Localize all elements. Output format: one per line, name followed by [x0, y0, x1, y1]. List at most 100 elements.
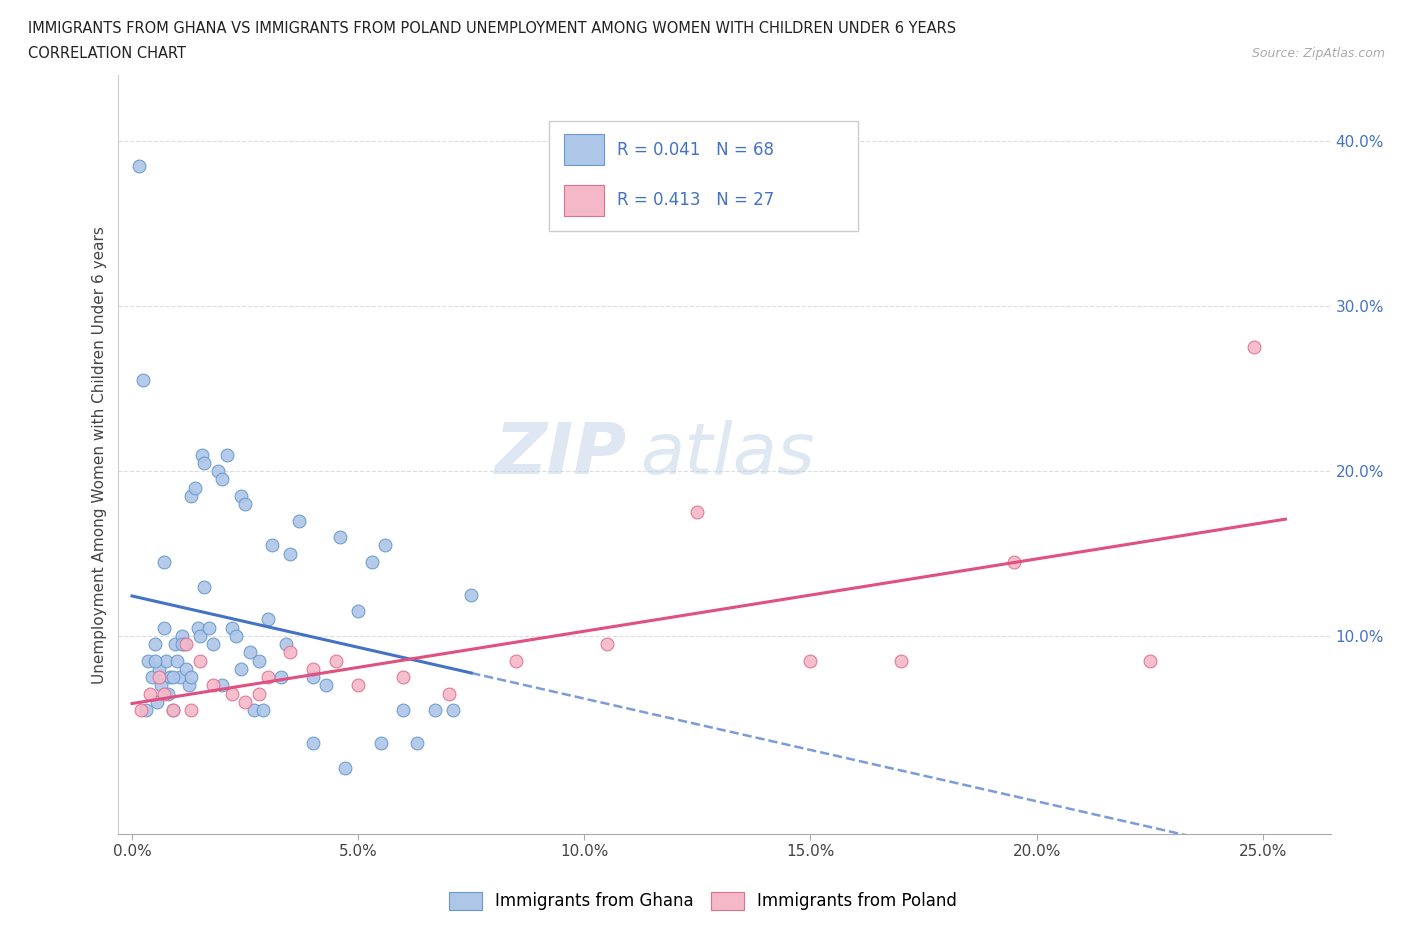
Point: [211, 678, 233, 693]
Point: [174, 637, 197, 652]
Point: [188, 629, 211, 644]
Point: [423, 703, 446, 718]
Text: IMMIGRANTS FROM GHANA VS IMMIGRANTS FROM POLAND UNEMPLOYMENT AMONG WOMEN WITH CH: IMMIGRANTS FROM GHANA VS IMMIGRANTS FROM…: [28, 21, 956, 36]
Point: [347, 678, 370, 693]
Point: [370, 736, 392, 751]
Point: [180, 488, 202, 503]
Point: [441, 703, 464, 718]
Point: [262, 538, 284, 552]
Point: [270, 670, 292, 684]
Point: [207, 464, 229, 479]
Point: [188, 653, 211, 668]
Point: [1243, 340, 1265, 355]
Point: [169, 670, 191, 684]
Point: [143, 637, 166, 652]
Point: [202, 637, 225, 652]
Point: [437, 686, 460, 701]
Text: Source: ZipAtlas.com: Source: ZipAtlas.com: [1251, 46, 1385, 60]
Point: [274, 637, 297, 652]
Point: [180, 703, 202, 718]
Legend: Immigrants from Ghana, Immigrants from Poland: Immigrants from Ghana, Immigrants from P…: [441, 885, 965, 917]
Point: [347, 604, 370, 618]
Point: [202, 678, 225, 693]
Point: [247, 686, 270, 701]
Point: [460, 588, 482, 603]
Point: [128, 159, 150, 174]
Point: [329, 529, 352, 544]
Point: [184, 480, 207, 495]
Point: [233, 695, 256, 710]
Point: [890, 653, 912, 668]
Point: [157, 686, 180, 701]
Point: [129, 703, 152, 718]
Point: [136, 653, 159, 668]
Point: [174, 661, 197, 676]
Point: [180, 670, 202, 684]
Point: [315, 678, 337, 693]
Point: [505, 653, 527, 668]
Point: [247, 653, 270, 668]
Point: [252, 703, 274, 718]
Point: [233, 497, 256, 512]
Text: ZIP: ZIP: [495, 420, 627, 489]
Text: atlas: atlas: [640, 420, 814, 489]
Point: [139, 686, 162, 701]
Point: [221, 620, 243, 635]
Point: [392, 670, 415, 684]
Point: [302, 661, 325, 676]
Point: [146, 695, 169, 710]
Point: [278, 546, 301, 561]
Point: [143, 653, 166, 668]
Point: [686, 505, 709, 520]
Point: [148, 661, 170, 676]
Point: [239, 645, 262, 660]
Point: [198, 620, 221, 635]
Point: [392, 703, 415, 718]
Point: [799, 653, 821, 668]
Point: [374, 538, 396, 552]
Point: [243, 703, 266, 718]
Point: [288, 513, 311, 528]
Point: [135, 703, 157, 718]
Point: [215, 447, 238, 462]
Point: [193, 579, 215, 594]
Point: [333, 761, 356, 776]
Point: [170, 629, 193, 644]
Point: [141, 670, 163, 684]
Point: [187, 620, 209, 635]
Point: [150, 678, 173, 693]
Point: [325, 653, 347, 668]
Point: [193, 456, 215, 471]
Point: [191, 447, 214, 462]
Point: [211, 472, 233, 486]
Point: [1139, 653, 1161, 668]
Point: [173, 637, 195, 652]
Point: [256, 670, 278, 684]
Point: [166, 653, 188, 668]
Point: [132, 373, 155, 388]
Point: [229, 661, 252, 676]
Point: [302, 670, 325, 684]
Point: [152, 686, 174, 701]
Point: [170, 637, 193, 652]
Point: [148, 670, 170, 684]
Point: [162, 703, 184, 718]
Point: [177, 678, 200, 693]
Point: [229, 488, 252, 503]
Point: [302, 736, 325, 751]
Point: [163, 637, 186, 652]
Point: [596, 637, 619, 652]
Point: [225, 629, 247, 644]
Point: [256, 612, 278, 627]
Point: [406, 736, 429, 751]
Point: [162, 670, 184, 684]
Point: [278, 645, 301, 660]
Point: [152, 620, 174, 635]
Point: [159, 670, 181, 684]
Point: [162, 703, 184, 718]
Text: CORRELATION CHART: CORRELATION CHART: [28, 46, 186, 61]
Point: [1002, 554, 1025, 569]
Point: [221, 686, 243, 701]
Y-axis label: Unemployment Among Women with Children Under 6 years: Unemployment Among Women with Children U…: [93, 226, 107, 684]
Point: [152, 554, 174, 569]
